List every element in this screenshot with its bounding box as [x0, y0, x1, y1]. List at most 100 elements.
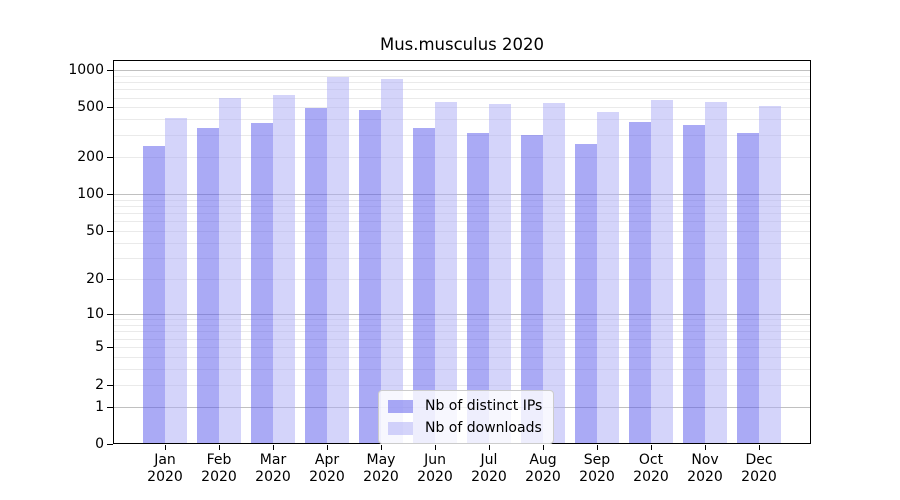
plot-area: Nb of distinct IPs Nb of downloads	[113, 60, 811, 444]
legend: Nb of distinct IPs Nb of downloads	[378, 390, 555, 444]
minor-gridline	[113, 89, 811, 91]
x-tick-mark	[435, 445, 436, 450]
minor-gridline	[113, 206, 811, 207]
x-tick-mark	[381, 445, 382, 450]
y-tick-mark	[107, 347, 113, 348]
x-tick-label: Feb 2020	[201, 452, 237, 485]
bar-nb-of-downloads	[381, 79, 403, 444]
x-tick-mark	[327, 445, 328, 450]
bar-nb-of-distinct-ips	[251, 123, 273, 444]
x-tick-mark	[597, 445, 598, 450]
bar-nb-of-downloads	[219, 97, 241, 444]
y-tick-mark	[107, 231, 113, 233]
x-tick-mark	[705, 445, 706, 450]
y-tick-mark	[107, 314, 113, 316]
minor-gridline	[113, 81, 811, 83]
x-tick-label: Jun 2020	[417, 452, 453, 485]
x-tick-mark	[489, 445, 490, 450]
bar-nb-of-downloads	[273, 95, 295, 444]
legend-label: Nb of downloads	[425, 420, 542, 436]
y-tick-mark	[107, 384, 113, 386]
minor-gridline	[113, 107, 811, 109]
y-tick-mark	[107, 69, 113, 71]
minor-gridline	[113, 368, 811, 370]
bar-nb-of-distinct-ips	[143, 146, 165, 444]
minor-gridline	[113, 319, 811, 321]
bar-nb-of-downloads	[705, 101, 727, 444]
y-tick-label: 2	[95, 376, 104, 393]
bar-nb-of-distinct-ips	[305, 108, 327, 444]
y-tick-label: 200	[77, 148, 104, 165]
y-tick-label: 0	[95, 436, 104, 452]
x-tick-label: Jul 2020	[471, 452, 507, 485]
x-tick-label: Oct 2020	[633, 452, 669, 485]
bar-nb-of-distinct-ips	[737, 132, 759, 444]
x-tick-label: Dec 2020	[741, 452, 777, 485]
bar-nb-of-distinct-ips	[575, 143, 597, 444]
y-tick-label: 10	[86, 306, 104, 323]
x-tick-mark	[651, 445, 652, 450]
major-gridline	[113, 69, 811, 71]
major-gridline	[113, 194, 811, 196]
x-tick-label: Mar 2020	[255, 452, 291, 485]
y-tick-label: 1	[95, 398, 104, 415]
bar-nb-of-downloads	[435, 101, 457, 444]
x-tick-label: Aug 2020	[525, 452, 561, 485]
bar-nb-of-downloads	[165, 118, 187, 444]
minor-gridline	[113, 258, 811, 259]
legend-item: Nb of downloads	[388, 420, 542, 436]
x-tick-label: Apr 2020	[309, 452, 345, 485]
x-tick-mark	[759, 445, 760, 450]
minor-gridline	[113, 119, 811, 121]
bar-nb-of-distinct-ips	[467, 132, 489, 444]
legend-label: Nb of distinct IPs	[425, 398, 543, 414]
bar-nb-of-downloads	[327, 77, 349, 444]
y-tick-mark	[107, 107, 113, 109]
y-tick-mark	[107, 406, 113, 408]
bar-nb-of-downloads	[759, 105, 781, 444]
x-tick-label: Jan 2020	[147, 452, 183, 485]
minor-gridline	[113, 97, 811, 99]
chart-title: Mus.musculus 2020	[379, 35, 545, 54]
y-tick-label: 5	[95, 339, 104, 355]
x-tick-label: Sep 2020	[579, 452, 615, 485]
bar-nb-of-distinct-ips	[413, 127, 435, 444]
top-spine	[113, 60, 811, 61]
minor-gridline	[113, 338, 811, 340]
minor-gridline	[113, 75, 811, 77]
legend-item: Nb of distinct IPs	[388, 398, 542, 414]
legend-swatch	[388, 399, 413, 413]
bar-nb-of-downloads	[543, 103, 565, 444]
minor-gridline	[113, 221, 811, 223]
x-tick-mark	[219, 445, 220, 450]
minor-gridline	[113, 384, 811, 386]
bar-nb-of-distinct-ips	[197, 127, 219, 444]
y-tick-mark	[107, 279, 113, 281]
bar-nb-of-downloads	[489, 104, 511, 444]
bar-nb-of-distinct-ips	[683, 125, 705, 444]
bar-nb-of-downloads	[651, 99, 673, 444]
minor-gridline	[113, 331, 811, 333]
x-tick-label: May 2020	[363, 452, 399, 485]
bar-nb-of-distinct-ips	[629, 122, 651, 444]
minor-gridline	[113, 134, 811, 136]
minor-gridline	[113, 156, 811, 158]
minor-gridline	[113, 231, 811, 233]
major-gridline	[113, 314, 811, 316]
legend-swatch	[388, 421, 413, 435]
minor-gridline	[113, 279, 811, 281]
y-tick-label: 100	[77, 186, 104, 203]
y-tick-label: 50	[86, 223, 104, 240]
minor-gridline	[113, 356, 811, 358]
minor-gridline	[113, 325, 811, 326]
x-tick-mark	[543, 445, 544, 450]
bar-nb-of-distinct-ips	[359, 110, 381, 444]
y-tick-mark	[107, 444, 113, 445]
minor-gridline	[113, 213, 811, 215]
minor-gridline	[113, 347, 811, 348]
bar-nb-of-distinct-ips	[521, 134, 543, 444]
minor-gridline	[113, 242, 811, 244]
right-spine	[810, 60, 811, 444]
y-tick-label: 500	[77, 99, 104, 116]
